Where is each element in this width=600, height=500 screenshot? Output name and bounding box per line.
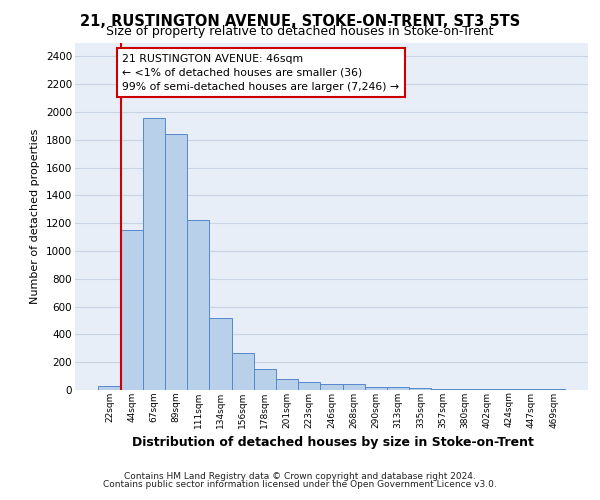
Bar xyxy=(409,388,431,390)
Bar xyxy=(232,353,254,390)
Text: Distribution of detached houses by size in Stoke-on-Trent: Distribution of detached houses by size … xyxy=(132,436,534,449)
Bar xyxy=(365,388,387,390)
Bar xyxy=(320,384,343,390)
Text: Contains public sector information licensed under the Open Government Licence v3: Contains public sector information licen… xyxy=(103,480,497,489)
Text: 21, RUSTINGTON AVENUE, STOKE-ON-TRENT, ST3 5TS: 21, RUSTINGTON AVENUE, STOKE-ON-TRENT, S… xyxy=(80,14,520,29)
Bar xyxy=(254,369,276,390)
Text: Size of property relative to detached houses in Stoke-on-Trent: Size of property relative to detached ho… xyxy=(106,25,494,38)
Text: 21 RUSTINGTON AVENUE: 46sqm
← <1% of detached houses are smaller (36)
99% of sem: 21 RUSTINGTON AVENUE: 46sqm ← <1% of det… xyxy=(122,54,400,92)
Bar xyxy=(209,318,232,390)
Bar xyxy=(276,379,298,390)
Bar xyxy=(143,118,165,390)
Bar xyxy=(343,384,365,390)
Y-axis label: Number of detached properties: Number of detached properties xyxy=(31,128,40,304)
Bar xyxy=(187,220,209,390)
Bar xyxy=(298,382,320,390)
Bar xyxy=(121,230,143,390)
Bar xyxy=(98,386,121,390)
Bar xyxy=(165,134,187,390)
Bar xyxy=(387,387,409,390)
Text: Contains HM Land Registry data © Crown copyright and database right 2024.: Contains HM Land Registry data © Crown c… xyxy=(124,472,476,481)
